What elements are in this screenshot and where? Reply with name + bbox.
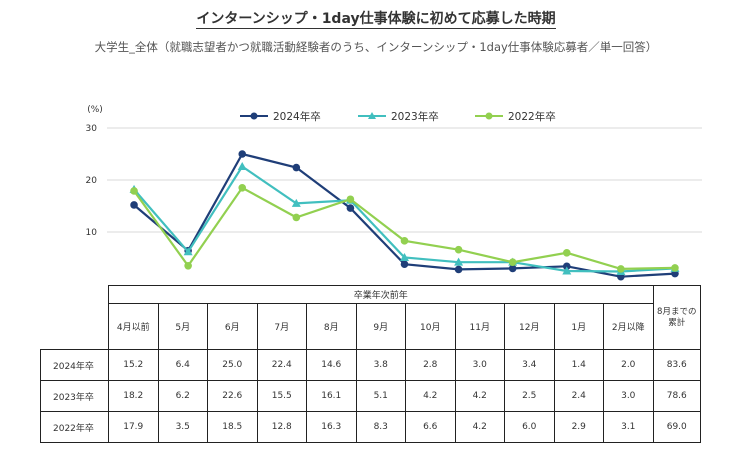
data-point	[508, 264, 517, 273]
data-point	[291, 198, 301, 207]
y-tick-label: 10	[86, 228, 98, 238]
table-cell: 3.5	[157, 411, 208, 443]
data-point	[346, 195, 355, 204]
table-cell: 6.2	[157, 380, 208, 412]
legend-marker	[250, 112, 258, 120]
data-point	[617, 265, 625, 273]
chart-title-text: インターンシップ・1day仕事体験に初めて応募した時期	[196, 11, 556, 29]
data-point	[130, 201, 138, 209]
data-point	[292, 163, 301, 172]
data-point	[562, 262, 571, 271]
data-point	[292, 213, 301, 222]
table-total-cell: 69.0	[652, 411, 702, 443]
table-cell: 3.4	[504, 349, 555, 381]
table-cell: 14.6	[306, 349, 357, 381]
table-corner-2	[41, 304, 109, 350]
data-point	[454, 265, 463, 274]
table-cell: 3.8	[355, 349, 406, 381]
table-cell: 16.3	[306, 411, 357, 443]
table-cell: 15.5	[256, 380, 307, 412]
table-cell: 16.1	[306, 380, 357, 412]
table-month-header: 9月	[355, 303, 406, 350]
table-row: 2023年卒 18.2 6.2 22.6 15.5 16.1 5.1 4.2 4.2 2.5 2.4…	[40, 380, 702, 412]
data-point	[508, 258, 517, 266]
chart-title: インターンシップ・1day仕事体験に初めて応募した時期	[0, 8, 752, 29]
table-row: 2022年卒 17.9 3.5 18.5 12.8 16.3 8.3 6.6 4.2 6.0 2.9…	[40, 411, 702, 443]
table-total-header: 8月までの 累計	[652, 285, 702, 350]
y-tick-label: 20	[86, 176, 98, 186]
table-month-header: 2月以降	[603, 303, 654, 350]
table-cell: 22.6	[207, 380, 258, 412]
y-axis-unit: (%)	[87, 105, 103, 115]
data-point	[346, 204, 355, 212]
table-row-label: 2022年卒	[40, 411, 109, 443]
table-cell: 2.8	[405, 349, 456, 381]
line-chart: (%) 10 20 30 2024年卒 2023年卒 2022年卒	[86, 105, 702, 281]
table-row: 2024年卒 15.2 6.4 25.0 22.4 14.6 3.8 2.8 3.0 3.4 1.4…	[40, 349, 702, 381]
y-tick-label: 30	[86, 124, 98, 134]
data-table: 卒業年次前年 8月までの 累計 4月以前 5月 6月 7月 8月 9月 10月 11月 12月 1…	[40, 285, 702, 443]
table-total-cell: 83.6	[652, 349, 702, 381]
table-month-header: 5月	[157, 303, 208, 350]
legend-label: 2024年卒	[273, 110, 321, 123]
table-cell: 3.0	[454, 349, 505, 381]
table-cell: 18.5	[207, 411, 258, 443]
table-month-header: 11月	[454, 303, 505, 350]
total-header-line1: 8月までの	[657, 306, 697, 317]
data-point	[671, 264, 679, 272]
data-point	[238, 150, 247, 158]
data-point	[562, 266, 572, 275]
data-point	[184, 262, 192, 270]
legend-marker	[368, 112, 376, 119]
data-point	[454, 245, 463, 254]
table-cell: 2.9	[553, 411, 604, 443]
table-corner	[41, 286, 109, 304]
table-cell: 3.0	[603, 380, 654, 412]
legend-label: 2022年卒	[508, 110, 556, 123]
table-cell: 5.1	[355, 380, 406, 412]
table-month-header: 4月以前	[108, 303, 159, 350]
table-cell: 2.0	[603, 349, 654, 381]
legend-marker	[485, 112, 493, 120]
data-point	[400, 237, 409, 245]
table-month-header: 12月	[504, 303, 555, 350]
data-point	[400, 252, 409, 261]
table-cell: 22.4	[256, 349, 307, 381]
table-row-label: 2023年卒	[40, 380, 109, 412]
table-cell: 8.3	[355, 411, 406, 443]
table-cell: 18.2	[108, 380, 159, 412]
table-cell: 25.0	[207, 349, 258, 381]
table-month-header: 1月	[553, 303, 604, 350]
table-group-header: 卒業年次前年	[108, 285, 654, 304]
table-row-label: 2024年卒	[40, 349, 109, 381]
table-month-header: 8月	[306, 303, 357, 350]
table-cell: 6.0	[504, 411, 555, 443]
table-cell: 2.4	[553, 380, 604, 412]
chart-subtitle: 大学生_全体（就職志望者かつ就職活動経験者のうち、インターンシップ・1day仕事…	[94, 40, 658, 54]
table-month-header: 10月	[405, 303, 456, 350]
data-point	[400, 260, 409, 269]
table-month-header: 7月	[256, 303, 307, 350]
data-point	[183, 247, 193, 256]
data-point	[238, 184, 247, 192]
data-point	[237, 161, 247, 170]
data-point	[562, 249, 571, 257]
data-point	[454, 257, 464, 266]
table-cell: 1.4	[553, 349, 604, 381]
table-cell: 3.1	[603, 411, 654, 443]
table-cell: 15.2	[108, 349, 159, 381]
legend-label: 2023年卒	[391, 110, 439, 123]
total-header-line2: 累計	[668, 317, 686, 328]
table-cell: 4.2	[454, 380, 505, 412]
table-cell: 17.9	[108, 411, 159, 443]
table-total-cell: 78.6	[652, 380, 702, 412]
data-point	[130, 187, 138, 195]
table-cell: 2.5	[504, 380, 555, 412]
table-cell: 6.6	[405, 411, 456, 443]
table-cell: 6.4	[157, 349, 208, 381]
table-cell: 4.2	[454, 411, 505, 443]
table-cell: 4.2	[405, 380, 456, 412]
table-cell: 12.8	[256, 411, 307, 443]
table-month-header: 6月	[207, 303, 258, 350]
